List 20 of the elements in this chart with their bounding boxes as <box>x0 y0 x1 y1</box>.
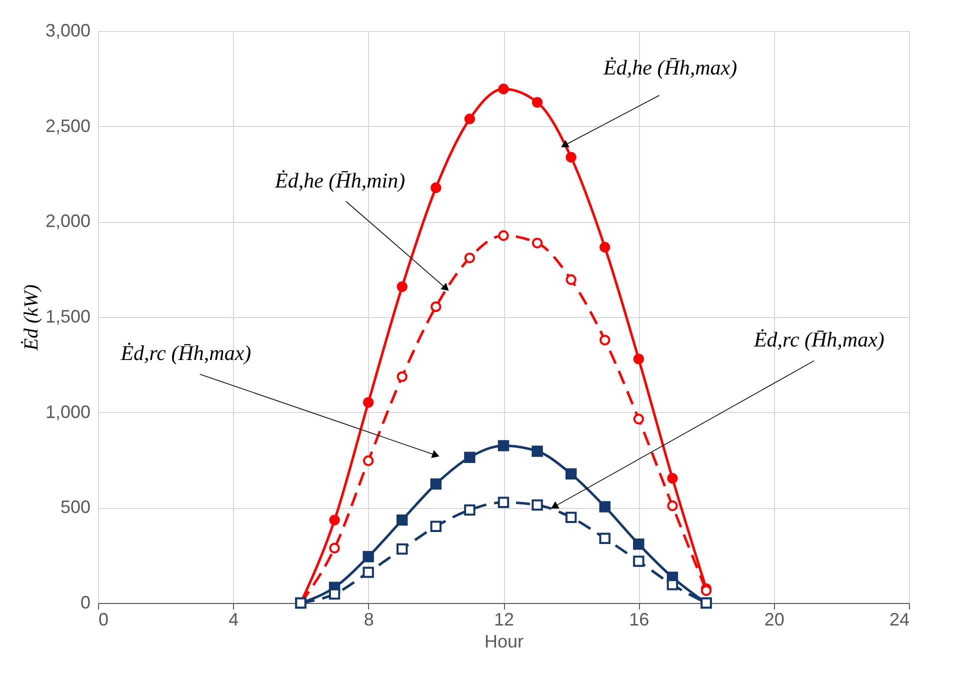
x-tick-label: 8 <box>364 610 374 630</box>
x-axis-title: Hour <box>484 632 524 652</box>
annotation: Ėd,he (H̄h,max) <box>602 55 738 80</box>
x-tick-label: 16 <box>629 610 650 630</box>
y-axis-title: Ėd (kW) <box>20 284 42 352</box>
x-tick-label: 20 <box>764 610 784 630</box>
annotation: Ėd,he (H̄h,min) <box>274 168 406 192</box>
y-tick-label: 2,500 <box>45 116 90 136</box>
annotation: Ėd,rc (H̄h,max) <box>752 328 884 352</box>
x-tick-label: 12 <box>494 610 514 630</box>
y-tick-label: 1,500 <box>45 306 90 326</box>
x-tick-label: 0 <box>98 610 109 630</box>
x-tick-label: 4 <box>228 610 239 630</box>
y-tick-label: 1,000 <box>45 402 90 422</box>
y-tick-label: 500 <box>60 497 90 518</box>
y-tick-label: 3,000 <box>45 20 90 40</box>
y-tick-label: 2,000 <box>45 211 90 232</box>
x-tick-label: 24 <box>889 610 910 630</box>
annotation: Ėd,rc (H̄h,max) <box>120 341 252 366</box>
y-tick-label: 0 <box>80 592 90 612</box>
